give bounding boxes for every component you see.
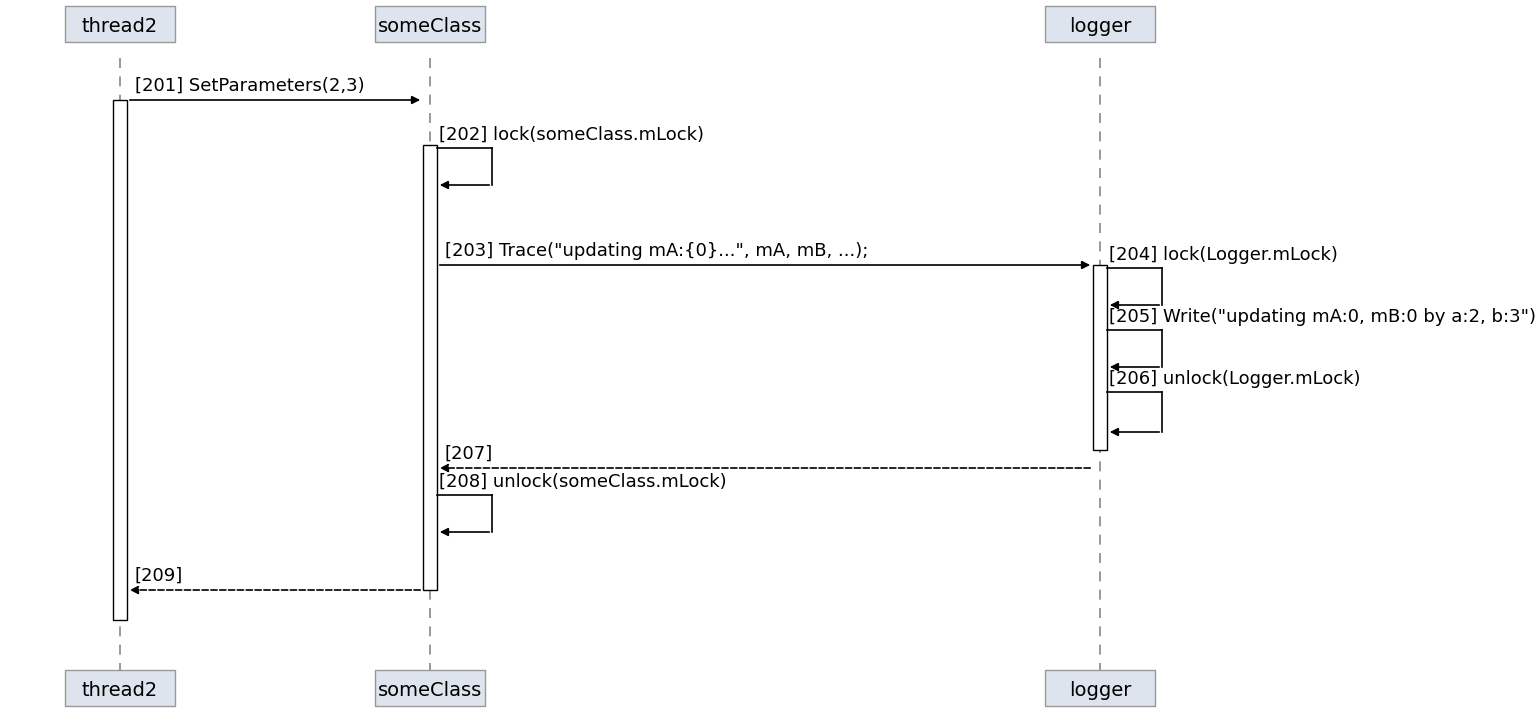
Bar [65, 670, 175, 706]
Text: [206] unlock(Logger.mLock): [206] unlock(Logger.mLock) [1109, 370, 1361, 388]
Text: [205] Write("updating mA:0, mB:0 by a:2, b:3"): [205] Write("updating mA:0, mB:0 by a:2,… [1109, 308, 1536, 326]
Bar [114, 100, 127, 620]
Bar [375, 670, 485, 706]
Bar [1044, 6, 1155, 42]
Text: logger: logger [1069, 17, 1130, 35]
Bar [1044, 670, 1155, 706]
Text: [201] SetParameters(2,3): [201] SetParameters(2,3) [135, 77, 364, 95]
Text: [209]: [209] [135, 567, 183, 585]
Text: [202] lock(someClass.mLock): [202] lock(someClass.mLock) [439, 126, 703, 144]
Text: thread2: thread2 [81, 681, 158, 700]
Text: [208] unlock(someClass.mLock): [208] unlock(someClass.mLock) [439, 473, 727, 491]
Bar [65, 6, 175, 42]
Bar [1094, 265, 1107, 450]
Bar [375, 6, 485, 42]
Text: [203] Trace("updating mA:{0}...", mA, mB, ...);: [203] Trace("updating mA:{0}...", mA, mB… [445, 242, 868, 260]
Text: someClass: someClass [378, 17, 482, 35]
Text: [204] lock(Logger.mLock): [204] lock(Logger.mLock) [1109, 246, 1338, 264]
Text: someClass: someClass [378, 681, 482, 700]
Text: thread2: thread2 [81, 17, 158, 35]
Bar [422, 145, 438, 590]
Text: logger: logger [1069, 681, 1130, 700]
Text: [207]: [207] [445, 445, 493, 463]
